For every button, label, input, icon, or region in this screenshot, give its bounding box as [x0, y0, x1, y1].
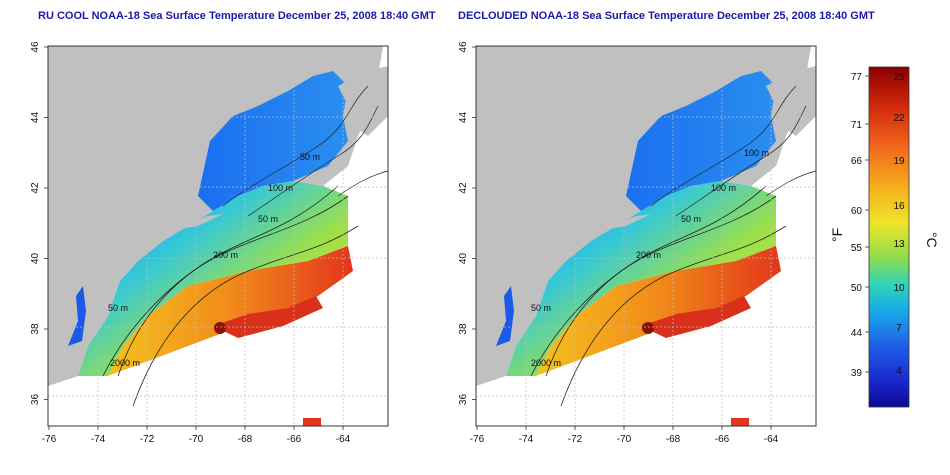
contour-label: 50 m	[681, 214, 701, 224]
lon-tick-label: -66	[715, 434, 730, 445]
lon-tick-label: -70	[189, 434, 204, 445]
lat-tick-label: 38	[458, 323, 469, 335]
celsius-tick-label: 13	[893, 239, 905, 250]
contour-label: 200 m	[213, 250, 238, 260]
lat-tick-label: 40	[30, 253, 41, 265]
fahrenheit-tick-label: 55	[851, 243, 863, 254]
lon-tick-label: -74	[91, 434, 106, 445]
lat-tick-label: 44	[30, 112, 41, 124]
colorbar-fahrenheit-label: °F	[829, 228, 845, 242]
lat-tick-label: 46	[30, 41, 41, 53]
celsius-tick-label: 25	[893, 72, 905, 83]
fahrenheit-tick-label: 71	[851, 120, 863, 131]
contour-label: 50 m	[300, 152, 320, 162]
fahrenheit-tick-label: 50	[851, 283, 863, 294]
fahrenheit-tick-label: 60	[851, 206, 863, 217]
map-title-right: DECLOUDED NOAA-18 Sea Surface Temperatur…	[458, 10, 875, 22]
celsius-tick-label: 16	[893, 201, 905, 212]
colorbar-ticks: 77 71 66 60 55 50 44 39 25 22 19 16 13 10 7 4	[851, 72, 905, 379]
contour-label: 50 m	[258, 214, 278, 224]
contour-label: 50 m	[108, 303, 128, 313]
lat-tick-label: 42	[458, 182, 469, 194]
fahrenheit-tick-label: 44	[851, 328, 863, 339]
lon-tick-label: -64	[336, 434, 351, 445]
lat-tick-label: 42	[30, 182, 41, 194]
lon-tick-label: -72	[140, 434, 155, 445]
celsius-tick-label: 7	[896, 323, 902, 334]
map-right-image	[475, 45, 817, 427]
lon-tick-label: -68	[666, 434, 681, 445]
contour-label: 50 m	[531, 303, 551, 313]
lon-tick-label: -70	[617, 434, 632, 445]
colorbar-scale	[868, 66, 910, 408]
map-left-image	[47, 45, 389, 427]
celsius-tick-label: 10	[893, 283, 905, 294]
lat-tick-label: 38	[30, 323, 41, 335]
celsius-tick-label: 4	[896, 366, 902, 377]
map-panel-left: 50 m 100 m 50 m 200 m 50 m 2000 m	[47, 45, 389, 427]
lon-tick-label: -76	[42, 434, 57, 445]
celsius-tick-label: 22	[893, 113, 905, 124]
celsius-tick-label: 19	[893, 156, 905, 167]
lon-tick-label: -64	[764, 434, 779, 445]
contour-label: 100 m	[711, 183, 736, 193]
lat-tick-label: 40	[458, 253, 469, 265]
lon-tick-label: -66	[287, 434, 302, 445]
lon-tick-label: -74	[519, 434, 534, 445]
map-title-left: RU COOL NOAA-18 Sea Surface Temperature …	[38, 10, 436, 22]
fahrenheit-tick-label: 77	[851, 72, 863, 83]
map-left-axes: -76 -74 -72 -70 -68 -66 -64 46 44 42 40 38 36	[30, 41, 351, 445]
contour-label: 2000 m	[110, 358, 140, 368]
contour-label: 200 m	[636, 250, 661, 260]
lat-tick-label: 36	[458, 394, 469, 406]
lat-tick-label: 44	[458, 112, 469, 124]
lon-tick-label: -72	[568, 434, 583, 445]
map-panel-right: 100 m 100 m 50 m 200 m 50 m 2000 m	[475, 45, 817, 427]
colorbar-celsius-label: °C	[924, 232, 940, 248]
map-right-axes: -76 -74 -72 -70 -68 -66 -64 46 44 42 40 38 36	[458, 41, 779, 445]
contour-label: 100 m	[744, 148, 769, 158]
lat-tick-label: 36	[30, 394, 41, 406]
fahrenheit-tick-label: 39	[851, 368, 863, 379]
lat-tick-label: 46	[458, 41, 469, 53]
contour-label: 100 m	[268, 183, 293, 193]
lon-tick-label: -76	[470, 434, 485, 445]
fahrenheit-tick-label: 66	[851, 156, 863, 167]
lon-tick-label: -68	[238, 434, 253, 445]
contour-label: 2000 m	[531, 358, 561, 368]
